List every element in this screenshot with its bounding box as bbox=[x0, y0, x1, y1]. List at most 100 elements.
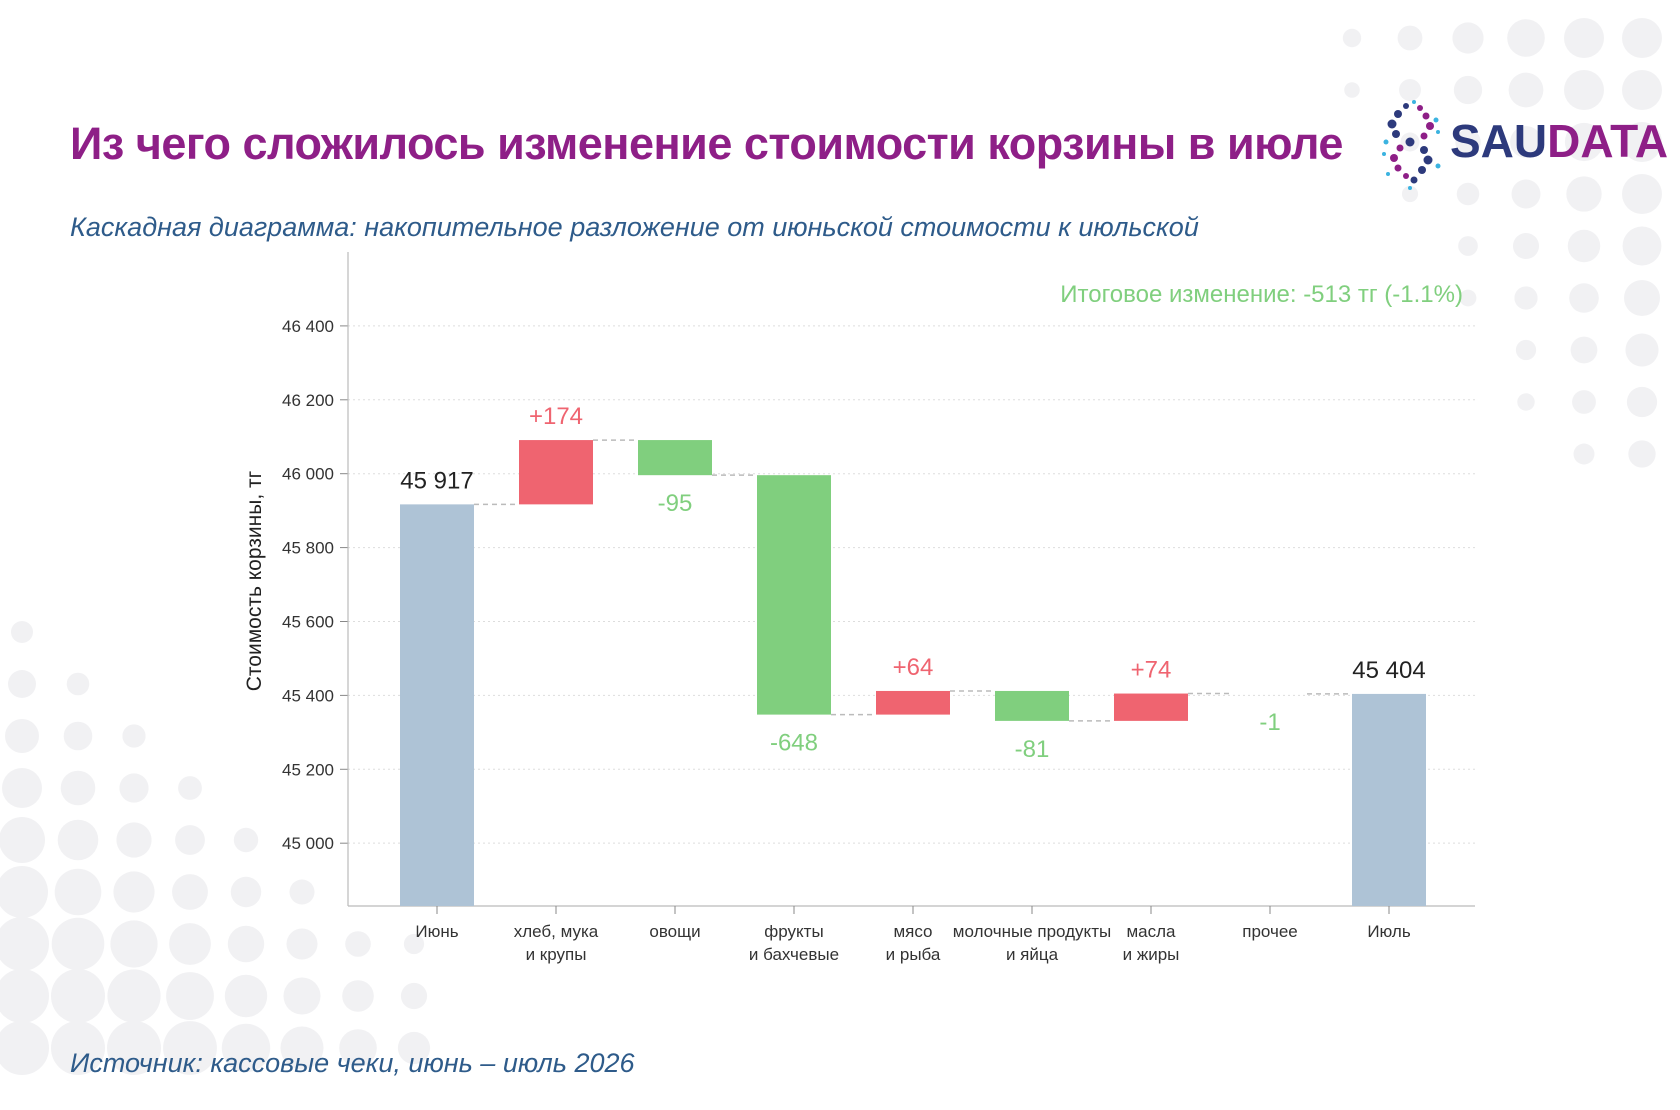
y-tick-label: 45 400 bbox=[282, 686, 334, 705]
background-dot bbox=[51, 1021, 105, 1075]
bar bbox=[1352, 693, 1426, 906]
data-label: +64 bbox=[893, 654, 934, 681]
background-dot bbox=[1508, 72, 1544, 108]
background-dot bbox=[0, 866, 48, 918]
saudata-logo: SAUDATA bbox=[1380, 96, 1668, 196]
background-dot bbox=[1625, 333, 1659, 367]
background-dot bbox=[51, 917, 105, 971]
page-subtitle: Каскадная диаграмма: накопительное разло… bbox=[70, 212, 1199, 242]
bar bbox=[519, 440, 593, 505]
background-dot bbox=[1569, 283, 1599, 313]
background-dot bbox=[122, 724, 146, 748]
x-tick-label: молочные продукты bbox=[953, 922, 1111, 941]
y-tick-label: 46 400 bbox=[282, 317, 334, 336]
background-dot bbox=[1342, 28, 1362, 48]
data-label: 45 917 bbox=[400, 467, 473, 494]
background-dot bbox=[345, 931, 371, 957]
background-dot bbox=[8, 670, 36, 698]
background-dot bbox=[175, 825, 205, 855]
background-dot bbox=[1573, 443, 1595, 465]
background-dot bbox=[1507, 19, 1545, 57]
background-dot bbox=[57, 819, 99, 861]
y-tick-label: 46 000 bbox=[282, 465, 334, 484]
y-tick-label: 45 600 bbox=[282, 612, 334, 631]
background-dot bbox=[169, 923, 211, 965]
background-dot bbox=[1459, 289, 1477, 307]
logo-text-sau: SAU bbox=[1450, 115, 1548, 167]
y-tick-label: 45 000 bbox=[282, 834, 334, 853]
background-dot bbox=[1570, 336, 1598, 364]
background-dot bbox=[1622, 70, 1662, 110]
background-dot bbox=[54, 868, 102, 916]
background-dot bbox=[1622, 226, 1662, 266]
x-tick-label: фрукты bbox=[764, 922, 823, 941]
background-dot bbox=[1622, 122, 1662, 162]
data-label: -95 bbox=[658, 490, 693, 517]
background-dot bbox=[1517, 393, 1535, 411]
background-dot bbox=[1626, 386, 1658, 418]
background-dot bbox=[107, 969, 161, 1023]
background-dot bbox=[1622, 174, 1662, 214]
x-tick-label: прочее bbox=[1242, 922, 1298, 941]
bar bbox=[995, 690, 1069, 721]
background-dot bbox=[1564, 70, 1604, 110]
data-label: +174 bbox=[529, 403, 583, 430]
background-dot bbox=[289, 879, 315, 905]
x-tick-label: и крупы bbox=[526, 945, 587, 964]
background-dot bbox=[1572, 390, 1596, 414]
y-tick-label: 45 200 bbox=[282, 760, 334, 779]
dna-logo-icon bbox=[1382, 100, 1441, 190]
data-label: -1 bbox=[1259, 709, 1280, 736]
background-dot bbox=[1511, 179, 1541, 209]
background-dot bbox=[1564, 18, 1604, 58]
bar bbox=[876, 690, 950, 715]
background-dot bbox=[233, 827, 259, 853]
background-dot bbox=[172, 874, 208, 910]
background-dot bbox=[1514, 286, 1538, 310]
background-dot bbox=[1458, 236, 1478, 256]
background-dot bbox=[0, 817, 45, 863]
background-dot bbox=[1453, 75, 1483, 105]
x-tick-label: масла bbox=[1126, 922, 1176, 941]
background-dot bbox=[1455, 129, 1481, 155]
background-dot bbox=[283, 977, 321, 1015]
background-dot bbox=[286, 928, 318, 960]
background-dot bbox=[113, 871, 155, 913]
background-dot bbox=[63, 721, 93, 751]
background-dot bbox=[280, 1026, 324, 1070]
background-dot bbox=[1397, 25, 1423, 51]
data-label: 45 404 bbox=[1352, 657, 1425, 684]
y-tick-label: 45 800 bbox=[282, 539, 334, 558]
background-dot bbox=[1567, 229, 1601, 263]
bar bbox=[1114, 693, 1188, 721]
data-label: -81 bbox=[1015, 736, 1050, 763]
background-dot bbox=[230, 876, 262, 908]
x-tick-label: овощи bbox=[649, 922, 700, 941]
background-dot bbox=[178, 776, 202, 800]
background-dot bbox=[0, 969, 49, 1023]
background-dot bbox=[60, 770, 96, 806]
background-dot bbox=[110, 920, 158, 968]
background-dot bbox=[339, 1029, 377, 1067]
background-dot bbox=[2, 768, 42, 808]
background-dot bbox=[342, 980, 374, 1012]
x-tick-label: мясо bbox=[893, 922, 932, 941]
background-dot bbox=[1624, 280, 1660, 316]
background-dot bbox=[1452, 22, 1484, 54]
background-dot bbox=[397, 1031, 431, 1065]
background-dot bbox=[1456, 182, 1480, 206]
background-dot bbox=[0, 1021, 49, 1075]
page-title: Из чего сложилось изменение стоимости ко… bbox=[70, 118, 1343, 169]
background-dot bbox=[1399, 79, 1421, 101]
x-tick-label: и бахчевые bbox=[749, 945, 839, 964]
x-tick-label: и рыба bbox=[886, 945, 941, 964]
background-dot bbox=[1512, 232, 1540, 260]
x-tick-label: и жиры bbox=[1123, 945, 1180, 964]
y-axis-label: Стоимость корзины, тг bbox=[243, 470, 266, 691]
total-change-annotation: Итоговое изменение: -513 тг (-1.1%) bbox=[1060, 281, 1463, 308]
background-dot bbox=[1515, 339, 1537, 361]
background-dot bbox=[1344, 82, 1360, 98]
x-tick-label: хлеб, мука bbox=[514, 922, 599, 941]
